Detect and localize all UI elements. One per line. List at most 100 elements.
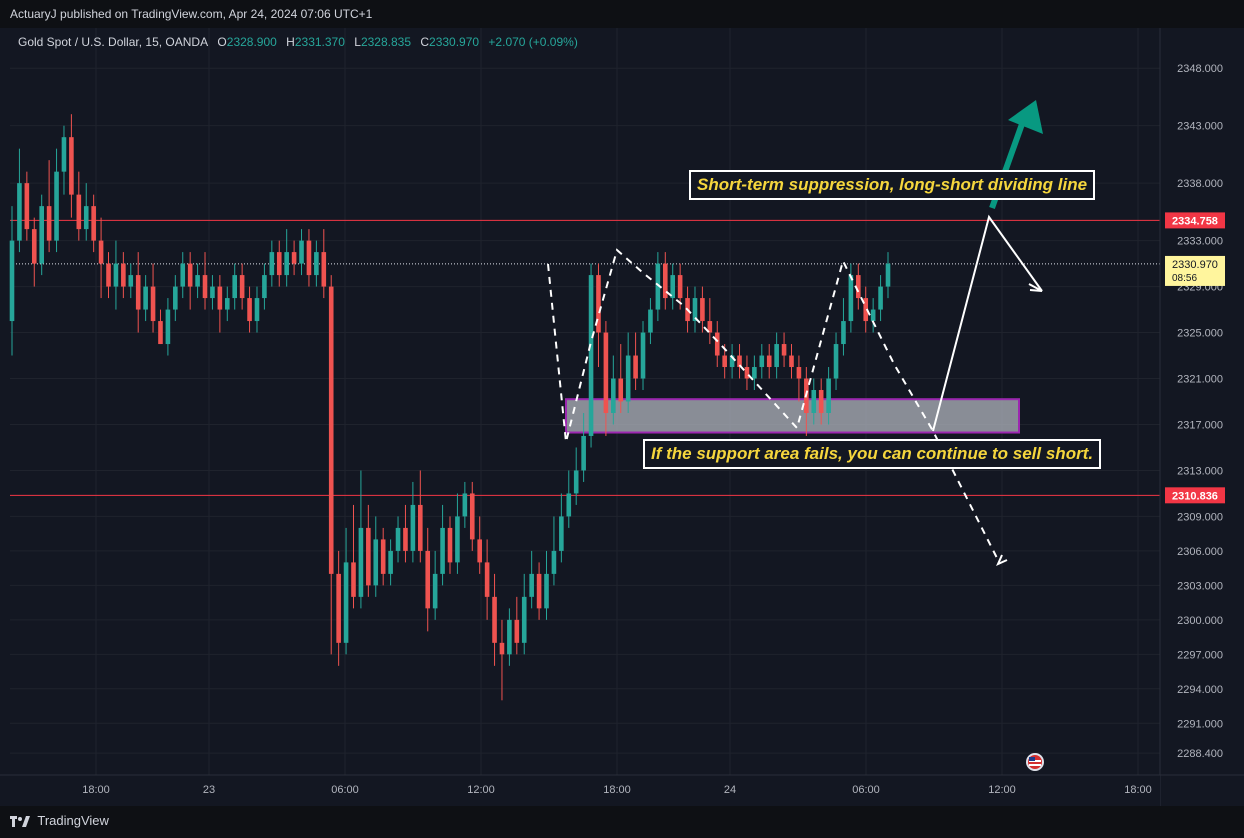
candle — [46, 160, 52, 253]
candle-body — [314, 252, 319, 276]
candle-body — [410, 504, 416, 551]
dashed-arrow-head — [996, 554, 1008, 566]
candle-body — [841, 321, 846, 345]
candle-body — [135, 275, 141, 310]
candle-body — [150, 286, 156, 322]
price-tick-label: 2343.000 — [1177, 121, 1223, 133]
candle — [752, 355, 757, 391]
candle — [165, 298, 171, 356]
legend-close-value: 2330.970 — [429, 35, 480, 49]
price-tick-label: 2313.000 — [1177, 465, 1223, 477]
candle-body — [700, 298, 705, 322]
candle — [856, 263, 861, 310]
candle-body — [759, 355, 765, 368]
candle-body — [343, 562, 349, 643]
time-tick-label: 18:00 — [603, 784, 631, 796]
candle — [202, 252, 208, 310]
candle-body — [328, 286, 334, 574]
support-zone[interactable] — [565, 398, 1020, 434]
time-tick-label: 23 — [203, 784, 215, 796]
price-axis[interactable]: 2348.0002343.0002338.0002333.0002329.000… — [1159, 28, 1244, 806]
candle — [514, 596, 520, 655]
candle-body — [811, 390, 817, 413]
candle-body — [544, 573, 549, 609]
last-price-tag — [1165, 255, 1225, 286]
legend-change: +2.070 (+0.09%) — [488, 35, 578, 49]
price-tick-label: 2317.000 — [1177, 419, 1223, 431]
candle — [83, 183, 89, 241]
candle-body — [744, 367, 750, 379]
candle — [418, 470, 423, 563]
publish-header: ActuaryJ published on TradingView.com, A… — [0, 0, 1244, 28]
price-chart[interactable]: 2348.0002343.0002338.0002333.0002329.000… — [0, 28, 1244, 806]
candle-body — [291, 252, 297, 264]
support-callout[interactable]: If the support area fails, you can conti… — [643, 439, 1102, 469]
candle — [121, 252, 126, 299]
price-tick-label: 2303.000 — [1177, 580, 1223, 592]
candle-body — [536, 573, 542, 609]
candle-body — [529, 573, 534, 597]
candle — [529, 550, 534, 609]
candle — [492, 573, 497, 666]
candle-body — [469, 493, 475, 540]
candle-body — [596, 275, 601, 333]
candle — [759, 344, 765, 379]
candle-body — [566, 493, 572, 517]
time-axis[interactable]: 18:00 23 06:00 12:00 18:00 24 06:00 12:00 18:00 — [0, 774, 1244, 806]
candle-body — [781, 344, 787, 356]
footer-brand[interactable]: TradingView — [37, 813, 109, 828]
candle-body — [254, 298, 260, 322]
candle-body — [224, 298, 230, 310]
candle-body — [789, 355, 794, 368]
candle — [254, 286, 260, 333]
candle — [521, 573, 527, 655]
candle — [781, 332, 787, 368]
candle — [76, 171, 82, 241]
candle-body — [217, 286, 223, 310]
candle-body — [714, 332, 720, 356]
candle — [403, 504, 408, 563]
candle — [551, 516, 557, 586]
candle — [54, 148, 59, 253]
candle — [328, 275, 334, 655]
candle — [351, 504, 356, 609]
candle — [870, 298, 876, 333]
candle-body — [380, 539, 386, 574]
candle — [447, 516, 453, 574]
price-tick-label: 2333.000 — [1177, 236, 1223, 248]
legend-symbol[interactable]: Gold Spot / U.S. Dollar, 15, OANDA — [18, 35, 209, 49]
candle-body — [633, 355, 638, 379]
breakout-arrow-head — [1008, 100, 1043, 134]
tradingview-logo-icon[interactable] — [10, 806, 30, 836]
price-tick-label: 2338.000 — [1177, 178, 1223, 190]
candle — [581, 412, 586, 482]
candle — [299, 229, 304, 276]
candle — [106, 252, 111, 299]
candle-body — [848, 275, 854, 322]
candle — [232, 263, 238, 310]
candle-body — [856, 275, 861, 299]
candle-body — [432, 573, 438, 609]
candle-body — [106, 263, 111, 287]
candle-body — [121, 263, 126, 287]
candle-body — [514, 619, 520, 643]
candle-body — [737, 355, 742, 368]
candle — [69, 114, 74, 218]
candle — [98, 217, 104, 299]
candle-body — [878, 286, 883, 310]
flag-icon[interactable] — [1026, 753, 1044, 771]
candle-body — [351, 562, 356, 597]
candle-body — [677, 275, 683, 299]
resistance-callout[interactable]: Short-term suppression, long-short divid… — [689, 170, 1096, 200]
time-tick-label: 06:00 — [331, 784, 359, 796]
price-tick-label: 2306.000 — [1177, 546, 1223, 558]
candle — [343, 527, 349, 655]
price-tick-label: 2325.000 — [1177, 328, 1223, 340]
candle-body — [447, 527, 453, 563]
candle-body — [9, 240, 15, 322]
candle-body — [440, 527, 445, 574]
candle-body — [818, 390, 824, 413]
candle — [380, 527, 386, 586]
candle-body — [91, 206, 96, 241]
candle-body — [462, 493, 468, 517]
